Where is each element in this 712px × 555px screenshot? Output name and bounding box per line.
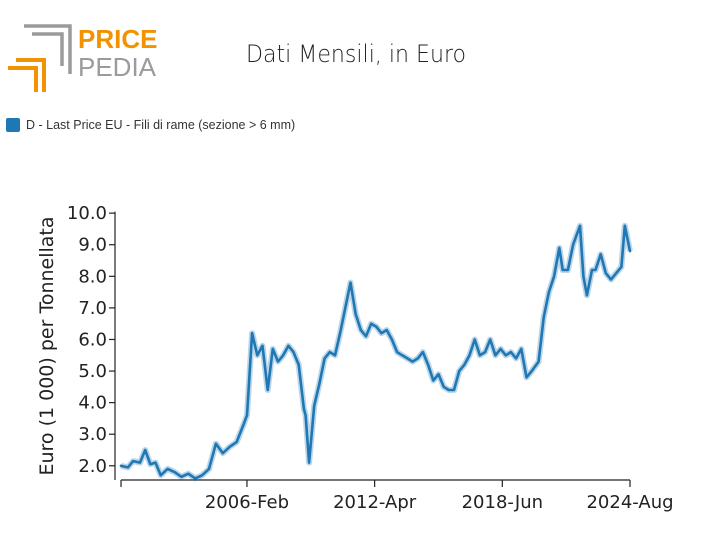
chart-title: Dati Mensili, in Euro — [245, 40, 467, 68]
legend-swatch — [6, 118, 20, 132]
y-tick-label: 8.0 — [78, 266, 107, 287]
x-tick-label: 2024-Aug — [586, 492, 673, 513]
y-tick-label: 10.0 — [67, 203, 107, 224]
series-band — [120, 222, 633, 482]
pricepedia-logo: PRICE PEDIA — [8, 24, 157, 92]
series-line — [119, 224, 632, 480]
y-axis-title: Euro (1 000) per Tonnellata — [36, 216, 58, 475]
y-tick-label: 2.0 — [78, 456, 107, 477]
logo-orange-frame-inner — [16, 58, 46, 92]
y-tick-label: 4.0 — [78, 393, 107, 414]
y-tick-label: 9.0 — [78, 235, 107, 256]
legend-label: D - Last Price EU - Fili di rame (sezion… — [26, 118, 296, 132]
plot-area — [119, 222, 633, 482]
logo-grey-frame-inner — [32, 32, 64, 66]
y-tick-label: 7.0 — [78, 298, 107, 319]
y-axis: 2.0 3.0 4.0 5.0 6.0 7.0 8.0 9.0 10.0 — [67, 203, 116, 480]
x-axis: 2006-Feb 2012-Apr 2018-Jun 2024-Aug — [120, 479, 674, 513]
logo-orange-frame — [8, 66, 38, 92]
y-tick-label: 3.0 — [78, 424, 107, 445]
logo-text-pedia: PEDIA — [78, 52, 157, 82]
logo-grey-frame — [24, 24, 72, 74]
legend[interactable]: D - Last Price EU - Fili di rame (sezion… — [6, 118, 295, 132]
logo-text-price: PRICE — [78, 24, 157, 54]
y-tick-label: 5.0 — [78, 361, 107, 382]
x-tick-label: 2018-Jun — [462, 492, 543, 513]
x-tick-label: 2012-Apr — [333, 492, 417, 513]
x-tick-label: 2006-Feb — [205, 492, 289, 513]
y-tick-label: 6.0 — [78, 329, 107, 350]
